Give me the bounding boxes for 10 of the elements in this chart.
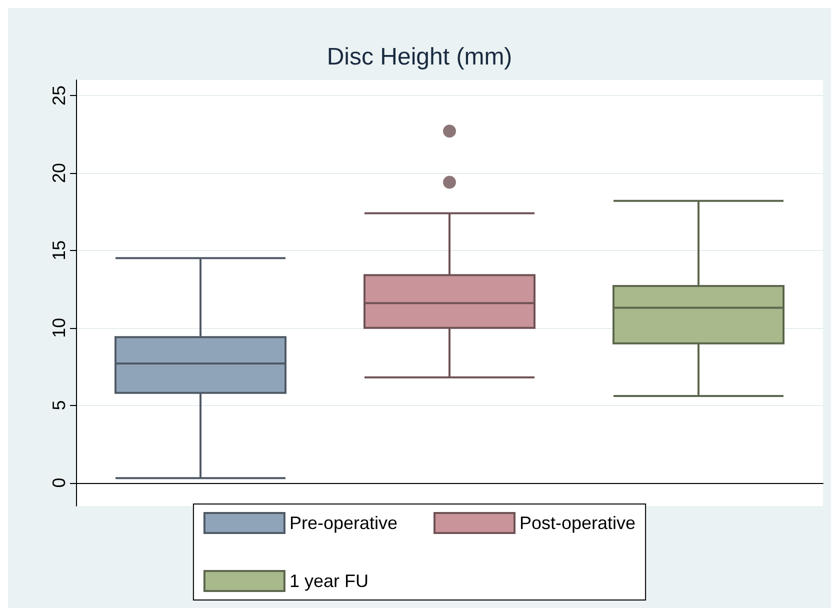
y-tick-label: 15 [49,240,69,260]
y-tick-label: 20 [49,162,69,183]
y-tick-label: 0 [49,478,69,488]
legend-label: Pre-operative [289,513,398,533]
legend-label: 1 year FU [289,571,368,591]
chart-title: Disc Height (mm) [326,44,512,70]
y-tick-label: 25 [49,85,69,106]
legend-label: Post-operative [519,513,636,533]
y-tick-label: 5 [49,400,69,410]
y-tick-label: 10 [49,318,69,338]
